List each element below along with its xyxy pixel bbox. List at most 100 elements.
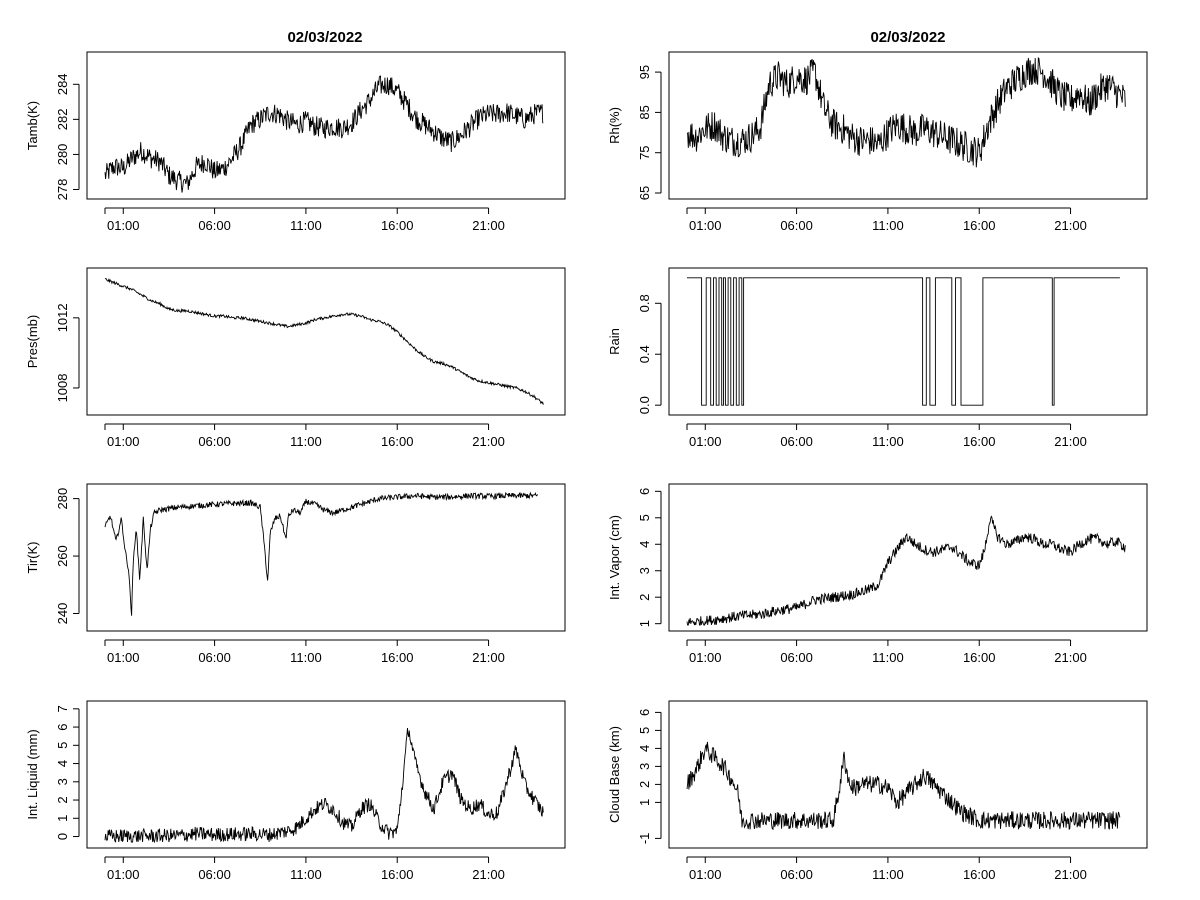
x-tick-label-rain: 01:00	[689, 434, 722, 449]
x-tick-label-tamb: 01:00	[107, 218, 140, 233]
panel-cloud: -1 1 2 3 4 5 6 Cloud Base (km) 01:00 06:00 11:00 16…	[607, 700, 1148, 882]
y-tick-label-cloud: 2	[637, 781, 652, 788]
series-line-liquid	[104, 728, 544, 844]
x-tick-label-pres: 11:00	[290, 434, 322, 449]
y-tick-label-cloud: 5	[637, 727, 652, 734]
y-tick-label-tamb: 284	[55, 73, 70, 95]
plot-frame-vapor	[668, 483, 1148, 632]
x-tick-label-cloud: 01:00	[689, 867, 722, 882]
y-tick-label-pres: 1008	[55, 374, 70, 403]
panel-vapor: 1 2 3 4 5 6 Int. Vapor (cm) 01:00 06:00 11:00 16:0…	[607, 483, 1148, 665]
x-tick-label-pres: 21:00	[472, 434, 505, 449]
x-tick-label-tir: 06:00	[198, 650, 231, 665]
y-axis-label-vapor: Int. Vapor (cm)	[607, 515, 622, 600]
plot-frame-pres	[86, 267, 566, 416]
y-tick-label-cloud: 1	[637, 799, 652, 806]
x-tick-label-vapor: 16:00	[963, 650, 996, 665]
panel-pres: 1008 1012 Pres(mb) 01:00 06:00 11:00 16:00 21:0…	[25, 267, 566, 449]
series-line-tamb	[104, 75, 544, 193]
y-tick-label-liquid: 0	[55, 833, 70, 840]
y-tick-label-rain: 0.8	[637, 294, 652, 312]
y-tick-label-vapor: 4	[637, 541, 652, 548]
plot-frame-tamb	[86, 51, 566, 200]
x-tick-label-rain: 21:00	[1054, 434, 1087, 449]
x-tick-label-rh: 01:00	[689, 218, 722, 233]
y-tick-label-tir: 280	[55, 488, 70, 510]
x-tick-label-rh: 21:00	[1054, 218, 1087, 233]
panel-liquid: 0 1 2 3 4 5 6 7 Int. Liquid (mm) 01:00 06:00 11:00 1…	[25, 700, 566, 882]
x-tick-label-tir: 21:00	[472, 650, 505, 665]
plot-frame-cloud	[668, 700, 1148, 849]
series-line-pres	[104, 278, 544, 405]
x-tick-label-cloud: 21:00	[1054, 867, 1087, 882]
x-tick-label-cloud: 06:00	[780, 867, 813, 882]
x-tick-label-tamb: 16:00	[381, 218, 414, 233]
x-tick-label-pres: 01:00	[107, 434, 140, 449]
x-tick-label-tamb: 06:00	[198, 218, 231, 233]
x-tick-label-tamb: 11:00	[290, 218, 322, 233]
x-tick-label-rh: 16:00	[963, 218, 996, 233]
panel-tir: 240 260 280 Tir(K) 01:00 06:00 11:00 16:00 21:00	[25, 483, 566, 665]
y-axis-label-cloud: Cloud Base (km)	[607, 726, 622, 823]
y-axis-label-liquid: Int. Liquid (mm)	[25, 729, 40, 819]
plot-frame-liquid	[86, 700, 566, 849]
panel-tamb: 278 280 282 284 Tamb(K) 01:00 06:00 11:00 16:00 2…	[25, 51, 566, 233]
y-axis-label-rh: Rh(%)	[607, 107, 622, 144]
x-tick-label-tir: 11:00	[290, 650, 322, 665]
y-tick-label-liquid: 2	[55, 796, 70, 803]
panel-rain: 0.0 0.4 0.8 Rain 01:00 06:00 11:00 16:00 21:00	[607, 267, 1148, 449]
plot-frame-tir	[86, 483, 566, 632]
x-tick-label-liquid: 21:00	[472, 867, 505, 882]
y-tick-label-rh: 95	[637, 65, 652, 79]
x-tick-label-liquid: 01:00	[107, 867, 140, 882]
y-tick-label-vapor: 3	[637, 567, 652, 574]
x-tick-label-liquid: 06:00	[198, 867, 231, 882]
x-tick-label-vapor: 11:00	[872, 650, 904, 665]
y-tick-label-pres: 1012	[55, 303, 70, 332]
y-tick-label-liquid: 6	[55, 723, 70, 730]
y-tick-label-cloud: 3	[637, 763, 652, 770]
x-tick-label-cloud: 16:00	[963, 867, 996, 882]
y-axis-label-tir: Tir(K)	[25, 541, 40, 573]
x-tick-label-rain: 11:00	[872, 434, 904, 449]
y-tick-label-tir: 240	[55, 603, 70, 625]
series-line-vapor	[686, 515, 1126, 626]
y-tick-label-rain: 0.0	[637, 396, 652, 414]
x-tick-label-vapor: 06:00	[780, 650, 813, 665]
y-tick-label-cloud: 4	[637, 745, 652, 752]
series-line-tir	[104, 491, 539, 616]
x-tick-label-tir: 01:00	[107, 650, 140, 665]
series-line-rh	[686, 57, 1126, 168]
x-tick-label-tamb: 21:00	[472, 218, 505, 233]
y-axis-label-pres: Pres(mb)	[25, 315, 40, 368]
y-tick-label-vapor: 2	[637, 594, 652, 601]
y-tick-label-liquid: 1	[55, 815, 70, 822]
x-tick-label-rain: 16:00	[963, 434, 996, 449]
left-column-title: 02/03/2022	[287, 29, 362, 46]
y-tick-label-tir: 260	[55, 545, 70, 567]
y-tick-label-tamb: 278	[55, 179, 70, 201]
y-tick-label-rh: 75	[637, 145, 652, 159]
x-tick-label-pres: 06:00	[198, 434, 231, 449]
x-tick-label-tir: 16:00	[381, 650, 414, 665]
x-tick-label-rh: 06:00	[780, 218, 813, 233]
y-tick-label-cloud: 6	[637, 709, 652, 716]
y-tick-label-liquid: 4	[55, 760, 70, 767]
y-axis-label-rain: Rain	[607, 328, 622, 355]
y-tick-label-tamb: 282	[55, 109, 70, 131]
y-tick-label-rh: 85	[637, 105, 652, 119]
y-tick-label-vapor: 1	[637, 620, 652, 627]
x-tick-label-liquid: 16:00	[381, 867, 414, 882]
y-tick-label-liquid: 3	[55, 778, 70, 785]
y-tick-label-rh: 65	[637, 186, 652, 200]
series-line-rain	[687, 277, 1120, 406]
plot-frame-rain	[668, 267, 1148, 416]
x-tick-label-liquid: 11:00	[290, 867, 322, 882]
x-tick-label-vapor: 21:00	[1054, 650, 1087, 665]
y-tick-label-vapor: 5	[637, 514, 652, 521]
x-tick-label-rh: 11:00	[872, 218, 904, 233]
x-tick-label-rain: 06:00	[780, 434, 813, 449]
panel-rh: 65 75 85 95 Rh(%) 01:00 06:00 11:00 16:00 21:00	[607, 51, 1148, 233]
